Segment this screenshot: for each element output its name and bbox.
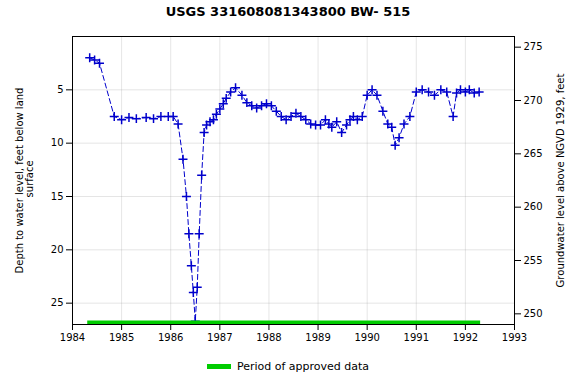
svg-text:1990: 1990 xyxy=(354,332,379,343)
svg-text:1987: 1987 xyxy=(207,332,232,343)
svg-text:275: 275 xyxy=(524,41,543,52)
svg-text:255: 255 xyxy=(524,255,543,266)
svg-text:1992: 1992 xyxy=(453,332,478,343)
svg-text:1986: 1986 xyxy=(158,332,183,343)
svg-text:Groundwater level above NGVD 1: Groundwater level above NGVD 1929, feet xyxy=(555,74,566,288)
svg-text:1985: 1985 xyxy=(109,332,134,343)
svg-text:25: 25 xyxy=(51,297,64,308)
svg-text:5: 5 xyxy=(57,84,63,95)
svg-text:265: 265 xyxy=(524,148,543,159)
svg-text:15: 15 xyxy=(51,191,64,202)
html-text:USGS 331608081343800 BW- 515: USGS 331608081343800 BW- 515 xyxy=(165,4,411,19)
svg-text:260: 260 xyxy=(524,201,543,212)
svg-text:10: 10 xyxy=(51,137,64,148)
svg-text:1988: 1988 xyxy=(256,332,281,343)
svg-text:1989: 1989 xyxy=(305,332,330,343)
svg-text:270: 270 xyxy=(524,95,543,106)
svg-text:1991: 1991 xyxy=(404,332,429,343)
svg-text:1984: 1984 xyxy=(60,332,85,343)
svg-text:1993: 1993 xyxy=(502,332,527,343)
svg-text:20: 20 xyxy=(51,244,64,255)
svg-text:Depth to water level, feet bel: Depth to water level, feet below land su… xyxy=(14,88,35,274)
svg-text:250: 250 xyxy=(524,308,543,319)
html-text:Period of approved data: Period of approved data xyxy=(236,359,370,373)
